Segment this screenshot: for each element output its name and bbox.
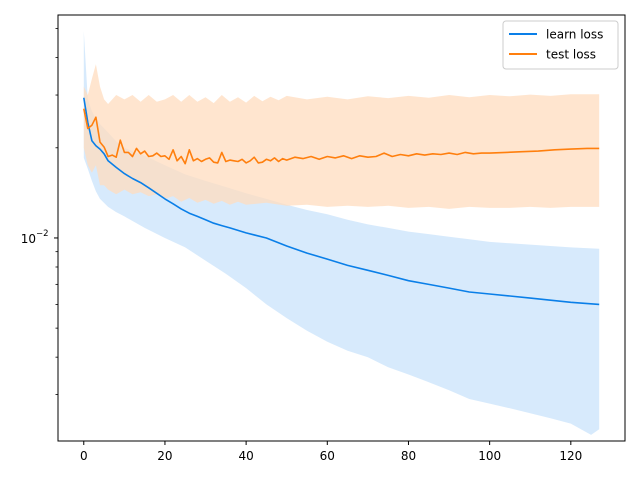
series-0-band: [83, 31, 600, 435]
x-tick-label: 80: [401, 449, 416, 463]
legend: learn loss test loss: [502, 20, 619, 70]
y-tick-label-exponent: −2: [36, 229, 49, 239]
legend-label: test loss: [546, 48, 596, 62]
x-tick-label: 20: [157, 449, 172, 463]
x-axis: 0 20 40 60 80 100 120: [80, 441, 582, 463]
legend-label: learn loss: [546, 28, 603, 42]
series-0-line: [83, 97, 600, 306]
series-1-band: [83, 64, 600, 209]
confidence-bands: [83, 31, 600, 435]
x-tick-label: 120: [559, 449, 582, 463]
x-tick-label: 0: [80, 449, 88, 463]
x-tick-label: 40: [238, 449, 253, 463]
x-tick-label: 60: [320, 449, 335, 463]
y-tick-label-base: 10: [21, 232, 36, 246]
plot-frame: [57, 14, 626, 442]
series-1-line: [83, 108, 600, 165]
series-lines: [83, 97, 600, 306]
y-axis: 10 −2: [21, 28, 58, 395]
x-tick-label: 100: [478, 449, 501, 463]
